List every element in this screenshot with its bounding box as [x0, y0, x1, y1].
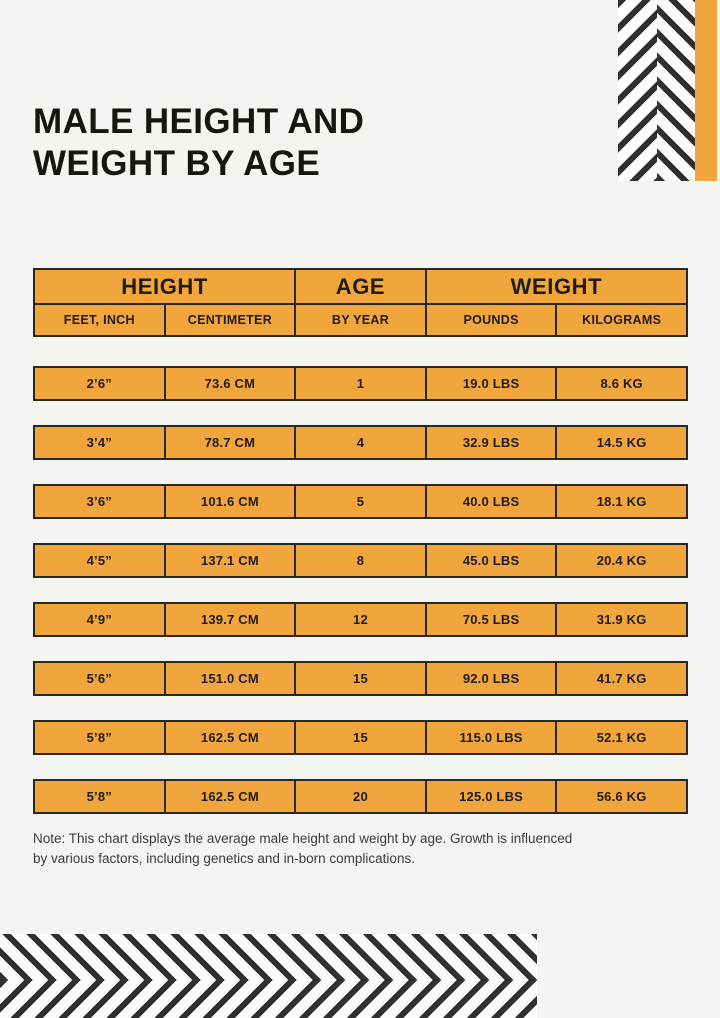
cell-feet-inch: 4’5” [35, 545, 166, 576]
cell-pounds: 40.0 LBS [427, 486, 558, 517]
chevron-stripes-top [0, 934, 537, 981]
cell-pounds: 70.5 LBS [427, 604, 558, 635]
cell-pounds: 32.9 LBS [427, 427, 558, 458]
note-line-1: Note: This chart displays the average ma… [33, 831, 573, 846]
cell-feet-inch: 3’6” [35, 486, 166, 517]
column-header-kilograms: KILOGRAMS [555, 303, 688, 337]
column-header-by-year: BY YEAR [294, 303, 427, 337]
cell-age: 5 [296, 486, 427, 517]
cell-kilograms: 52.1 KG [596, 730, 647, 745]
cell-kilograms: 8.6 KG [600, 376, 643, 391]
cell-kilograms: 31.9 KG [596, 612, 647, 627]
note-text: Note: This chart displays the average ma… [33, 829, 572, 870]
cell-centimeter: 73.6 CM [166, 368, 297, 399]
accent-bar-top-right [695, 0, 717, 181]
table-row: 2’6” 73.6 CM 1 19.0 LBS 8.6 KG [33, 366, 688, 401]
cell-centimeter: 78.7 CM [166, 427, 297, 458]
cell-centimeter: 137.1 CM [166, 545, 297, 576]
column-header-centimeter: CENTIMETER [163, 303, 297, 337]
chevron-stripes-bottom [0, 980, 537, 1018]
cell-kilograms: 20.4 KG [596, 553, 647, 568]
page-title: MALE HEIGHT AND WEIGHT BY AGE [33, 101, 364, 185]
cell-centimeter: 151.0 CM [166, 663, 297, 694]
cell-pounds: 19.0 LBS [427, 368, 558, 399]
cell-kilograms: 41.7 KG [596, 671, 647, 686]
table-row: 3’4” 78.7 CM 4 32.9 LBS 14.5 KG [33, 425, 688, 460]
cell-age: 4 [296, 427, 427, 458]
cell-age: 20 [296, 781, 427, 812]
cell-age: 8 [296, 545, 427, 576]
table-row: 3’6” 101.6 CM 5 40.0 LBS 18.1 KG [33, 484, 688, 519]
table-row: 4’5” 137.1 CM 8 45.0 LBS 20.4 KG [33, 543, 688, 578]
table-row: 5’8” 162.5 CM 15 115.0 LBS 52.1 KG [33, 720, 688, 755]
header-group-height: HEIGHT [32, 268, 297, 305]
cell-age: 1 [296, 368, 427, 399]
table-row: 4’9” 139.7 CM 12 70.5 LBS 31.9 KG [33, 602, 688, 637]
cell-centimeter: 162.5 CM [166, 722, 297, 753]
cell-feet-inch: 5’6” [35, 663, 166, 694]
cell-feet-inch: 2’6” [35, 368, 166, 399]
table-row: 5’8” 162.5 CM 20 125.0 LBS 56.6 KG [33, 779, 688, 814]
header-group-weight: WEIGHT [424, 268, 689, 305]
chevron-stripes-right [657, 0, 696, 181]
title-line-1: MALE HEIGHT AND [33, 102, 365, 141]
cell-feet-inch: 5’8” [35, 781, 166, 812]
cell-centimeter: 101.6 CM [166, 486, 297, 517]
cell-feet-inch: 5’8” [35, 722, 166, 753]
cell-centimeter: 162.5 CM [166, 781, 297, 812]
chevron-up-pattern [618, 0, 696, 181]
cell-kilograms: 14.5 KG [596, 435, 647, 450]
cell-pounds: 115.0 LBS [427, 722, 558, 753]
cell-pounds: 125.0 LBS [427, 781, 558, 812]
column-header-row: FEET, INCH CENTIMETER BY YEAR POUNDS KIL… [33, 303, 688, 337]
cell-kilograms: 18.1 KG [596, 494, 647, 509]
chevron-stripes-left [618, 0, 657, 181]
table-row: 5’6” 151.0 CM 15 92.0 LBS 41.7 KG [33, 661, 688, 696]
cell-feet-inch: 4’9” [35, 604, 166, 635]
cell-age: 12 [296, 604, 427, 635]
height-weight-table: HEIGHT AGE WEIGHT FEET, INCH CENTIMETER … [32, 268, 689, 814]
cell-pounds: 92.0 LBS [427, 663, 558, 694]
cell-pounds: 45.0 LBS [427, 545, 558, 576]
cell-feet-inch: 3’4” [35, 427, 166, 458]
cell-kilograms: 56.6 KG [596, 789, 647, 804]
title-line-2: WEIGHT BY AGE [33, 144, 321, 183]
column-header-feet-inch: FEET, INCH [33, 303, 166, 337]
header-group-age: AGE [294, 268, 427, 305]
note-line-2: by various factors, including genetics a… [33, 851, 415, 867]
cell-age: 15 [296, 722, 427, 753]
cell-centimeter: 139.7 CM [166, 604, 297, 635]
table-header: HEIGHT AGE WEIGHT FEET, INCH CENTIMETER … [32, 268, 689, 337]
cell-age: 15 [296, 663, 427, 694]
chevron-right-pattern [0, 934, 537, 1018]
header-group-row: HEIGHT AGE WEIGHT [32, 268, 689, 305]
column-header-pounds: POUNDS [424, 303, 558, 337]
